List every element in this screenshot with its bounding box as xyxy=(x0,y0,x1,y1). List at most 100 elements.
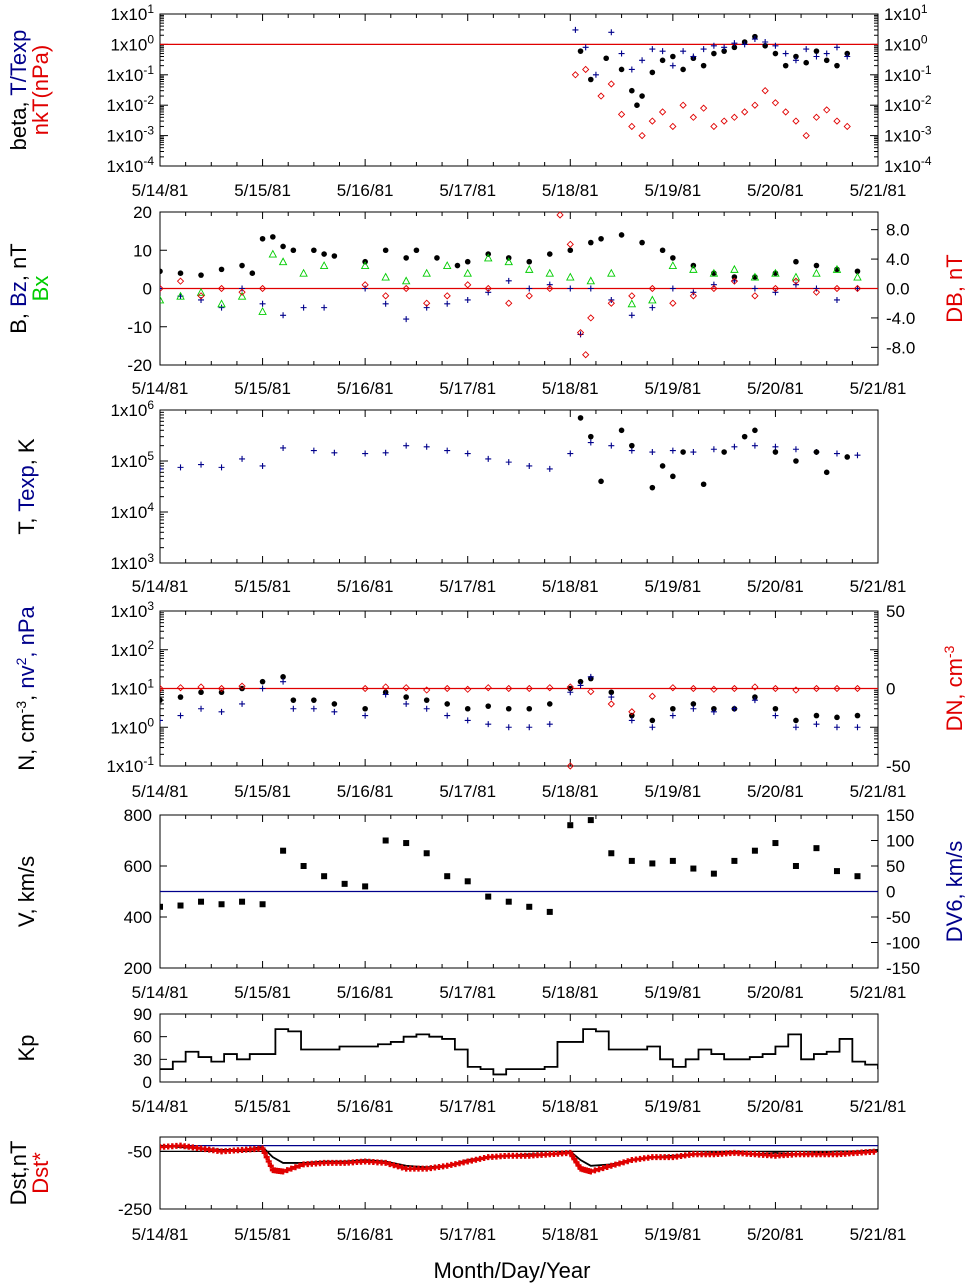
data-point xyxy=(434,255,440,261)
data-point xyxy=(802,131,810,140)
panel-velocity: 5/14/81 5/15/81 5/16/81 5/17/81 5/18/81 5/19/… xyxy=(14,806,967,1060)
data-point xyxy=(772,443,779,450)
data-point xyxy=(567,247,574,254)
data-point xyxy=(239,700,246,707)
data-point xyxy=(710,281,717,288)
data-point xyxy=(311,697,317,703)
y-axis-title: T, Texp, K xyxy=(14,438,39,535)
data-point xyxy=(680,1021,686,1027)
data-point xyxy=(546,908,553,915)
y2-axis-title: DB, nT xyxy=(942,254,967,322)
x-tick-label: 5/14/81 xyxy=(132,782,189,801)
panel-beta: 5/14/81 5/15/81 5/16/81 5/17/81 5/18/81 5/19/… xyxy=(6,2,932,200)
panel-bfield: 5/14/81 5/15/81 5/16/81 5/17/81 5/18/81 5/19/… xyxy=(6,203,967,398)
data-point xyxy=(267,1162,274,1169)
data-point xyxy=(813,48,820,54)
data-point xyxy=(284,1167,291,1174)
data-point xyxy=(278,257,288,266)
x-tick-label: 5/17/81 xyxy=(439,181,496,200)
data-point xyxy=(660,1024,666,1030)
data-point xyxy=(629,87,635,94)
data-point xyxy=(197,683,205,691)
data-point xyxy=(617,110,626,118)
data-point xyxy=(582,65,590,74)
data-point xyxy=(659,247,666,254)
data-point xyxy=(751,292,759,300)
y-axis-title-line2: Bx xyxy=(28,276,53,302)
data-point xyxy=(362,705,368,712)
y2-tick-label: 1x10-2 xyxy=(884,93,932,115)
data-point xyxy=(160,684,164,693)
data-point xyxy=(793,258,799,265)
y-tick-label: 1x10-2 xyxy=(106,93,154,115)
data-point xyxy=(730,684,739,693)
y-tick-label: 600 xyxy=(124,857,152,876)
data-point xyxy=(813,53,820,60)
data-point xyxy=(669,712,676,719)
x-tick-label: 5/16/81 xyxy=(337,1225,394,1244)
x-tick-label: 5/17/81 xyxy=(439,379,496,398)
data-point xyxy=(424,1024,430,1030)
data-point xyxy=(659,463,666,469)
data-point xyxy=(577,678,584,685)
data-point xyxy=(870,1148,877,1155)
data-point xyxy=(639,93,645,99)
x-tick-label: 5/15/81 xyxy=(234,1225,291,1244)
data-point xyxy=(217,299,226,308)
x-tick-label: 5/19/81 xyxy=(644,1225,701,1244)
y-axis-title: V, km/s xyxy=(14,856,39,927)
data-point xyxy=(362,712,369,719)
data-point xyxy=(761,87,769,95)
y-tick-label: -250 xyxy=(118,1200,152,1219)
data-point xyxy=(261,1149,268,1156)
data-point xyxy=(505,277,512,284)
data-point xyxy=(782,108,790,116)
data-point xyxy=(464,878,471,885)
data-point xyxy=(731,274,738,280)
x-tick-label: 5/14/81 xyxy=(132,983,189,1002)
data-point xyxy=(505,898,512,905)
data-point xyxy=(751,101,759,109)
x-tick-label: 5/18/81 xyxy=(542,1225,599,1244)
data-point xyxy=(813,449,820,455)
data-point xyxy=(381,272,390,281)
data-point xyxy=(721,449,727,455)
data-point xyxy=(464,685,472,693)
x-tick-label: 5/21/81 xyxy=(850,1225,907,1244)
data-point xyxy=(444,701,451,707)
data-point xyxy=(443,292,451,300)
data-point xyxy=(300,863,307,869)
data-point xyxy=(823,469,830,476)
panel-kp: 5/14/81 5/15/81 5/16/81 5/17/81 5/18/81 5/19/… xyxy=(14,1005,906,1116)
x-tick-label: 5/20/81 xyxy=(747,1097,804,1116)
data-point xyxy=(237,291,247,300)
data-point xyxy=(813,721,820,728)
data-point xyxy=(844,1029,850,1035)
data-point xyxy=(331,708,338,715)
data-point xyxy=(833,450,840,457)
x-tick-label: 5/17/81 xyxy=(439,1225,496,1244)
data-point xyxy=(443,684,451,693)
data-point xyxy=(160,295,165,304)
data-point xyxy=(608,1054,614,1060)
y-tick-label: 1x103 xyxy=(110,551,154,573)
data-point xyxy=(280,678,287,685)
y2-tick-label: -100 xyxy=(886,934,920,953)
data-point xyxy=(546,281,553,288)
data-point xyxy=(690,865,697,872)
data-point xyxy=(546,721,553,728)
data-point xyxy=(824,1042,830,1048)
data-point xyxy=(239,262,245,269)
data-point xyxy=(177,464,184,471)
data-point xyxy=(854,712,861,719)
data-point xyxy=(382,247,389,254)
data-point xyxy=(750,272,760,281)
data-point xyxy=(628,122,636,131)
series-group xyxy=(160,1028,878,1076)
data-point xyxy=(403,694,409,700)
data-point xyxy=(239,898,246,905)
data-point xyxy=(177,902,184,909)
y-axis-title-line2: Dst* xyxy=(28,1152,53,1194)
data-point xyxy=(751,683,759,691)
data-point xyxy=(268,249,278,258)
